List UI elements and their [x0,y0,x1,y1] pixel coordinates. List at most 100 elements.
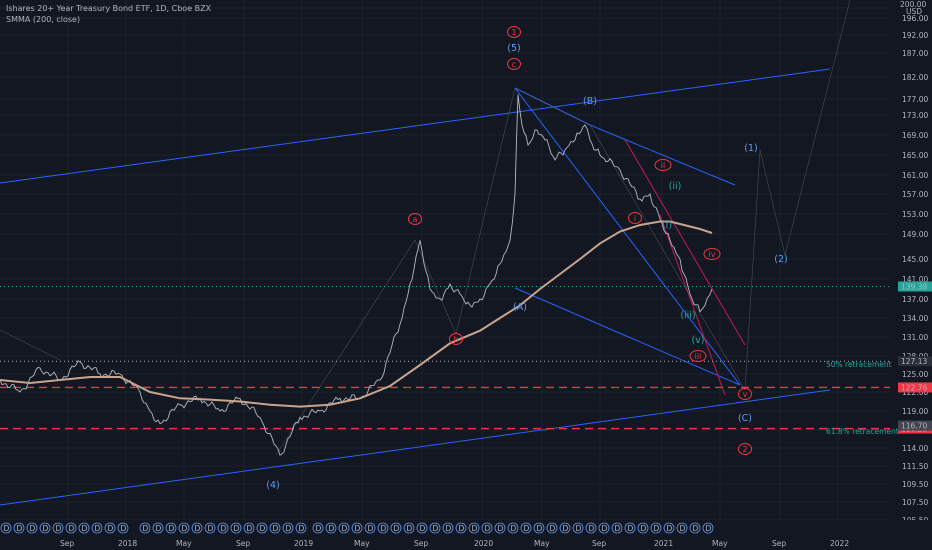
price-tick-label: 169.00 [902,131,928,140]
dividend-marker-label: D [420,524,426,533]
wave-label-red-text: i [634,214,636,223]
dividend-marker-circle [139,522,151,534]
price-tick-label: 125.00 [902,370,928,379]
wave-label-red-text: b [453,335,458,344]
dividend-marker: D [26,522,38,534]
dividend-marker-circle [585,522,597,534]
price-tick-label: 192.00 [902,31,928,40]
dividend-marker: D [65,522,77,534]
price-tick-label: 149.00 [902,230,928,239]
wave-label-red: iii [689,350,707,362]
price-tick-label: 153.00 [902,210,928,219]
dividend-marker-circle [442,522,454,534]
dividend-marker-circle [481,522,493,534]
dividend-marker-circle [546,522,558,534]
dividend-marker-circle [494,522,506,534]
dividend-marker: D [585,522,597,534]
dividend-marker-circle [217,522,229,534]
dividend-marker-circle [282,522,294,534]
dividend-marker-label: D [433,524,439,533]
wave-label-red-text: 2 [742,445,747,454]
wave-label-red: b [449,333,463,345]
dividend-marker-circle [178,522,190,534]
dividend-marker: D [624,522,636,534]
dividend-marker-circle [689,522,701,534]
wave-label-red: i [628,212,642,224]
dividend-marker-label: D [247,524,253,533]
dividend-marker: D [104,522,116,534]
dividend-marker: D [282,522,294,534]
dividend-marker: D [0,522,12,534]
retracement-618-label: 61.8% retracement [826,427,899,436]
price-level-label: 122.76 [901,383,927,392]
price-tick-label: 141.00 [902,275,928,284]
wave-label-red-ring [507,26,521,38]
dividend-marker-label: D [69,524,75,533]
dividend-marker-circle [364,522,376,534]
trend-line [514,287,741,386]
trend-line [514,87,741,386]
dividend-marker-circle [468,522,480,534]
dividend-marker: D [204,522,216,534]
dividend-marker: D [338,522,350,534]
dividend-marker-label: D [706,524,712,533]
wave-label-red-ring [507,58,521,70]
wave-path-line [744,149,761,391]
dividend-marker: D [546,522,558,534]
dividend-marker-circle [91,522,103,534]
dividend-marker-label: D [641,524,647,533]
dividend-marker-label: D [654,524,660,533]
horizontal-levels [0,286,890,430]
dividend-marker: D [494,522,506,534]
dividend-marker-label: D [355,524,361,533]
dividend-marker-circle [256,522,268,534]
dividend-marker-circle [403,522,415,534]
time-tick-label: May [534,539,550,548]
dividend-marker: D [295,522,307,534]
price-axis-top-label: 200.00 [900,0,926,9]
dividend-marker-circle [104,522,116,534]
price-level-badge [898,356,932,367]
dividend-marker-circle [152,522,164,534]
dividend-marker-label: D [4,524,10,533]
wave-label-red-ring [654,159,672,171]
price-level-badge [898,420,932,431]
chart-grid [0,0,890,539]
dividend-marker-label: D [316,524,322,533]
dividend-marker-circle [533,522,545,534]
time-tick-label: 2019 [294,539,313,548]
trend-line [0,68,831,184]
price-tick-label: 107.50 [902,498,928,507]
wave-label-blue: (B) [583,96,597,107]
dividend-marker-label: D [589,524,595,533]
time-tick-label: Sep [592,539,606,548]
time-tick-label: May [712,539,728,548]
time-axis-bg [0,520,932,550]
price-level-label: 116.70 [901,422,927,431]
price-level-badge [898,281,932,292]
wave-label-blue: (5) [507,43,520,54]
dividend-marker-circle [455,522,467,534]
time-tick-label: 2022 [830,539,849,548]
dividend-marker: D [117,522,129,534]
dividend-marker-label: D [472,524,478,533]
dividend-marker: D [377,522,389,534]
wave-label-red-ring [738,388,752,400]
dividend-marker-circle [312,522,324,534]
wave-label-red: v [738,388,752,400]
wave-label-red: c [507,58,521,70]
wave-label-red-ring [738,443,752,455]
price-tick-label: 157.00 [902,190,928,199]
dividend-marker: D [269,522,281,534]
dividend-marker: D [243,522,255,534]
wave-label-red-ring [703,248,721,260]
dividend-marker-circle [52,522,64,534]
wave-label-blue: (4) [266,480,279,491]
wave-label-red: iv [703,248,721,260]
wave-labels: 1cabiiiiviiiv2(ii)(i)(iii)(v)(5)(B)(A)(1… [266,26,899,491]
dividend-marker: D [455,522,467,534]
dividend-marker: D [611,522,623,534]
price-tick-label: 111.50 [902,462,928,471]
